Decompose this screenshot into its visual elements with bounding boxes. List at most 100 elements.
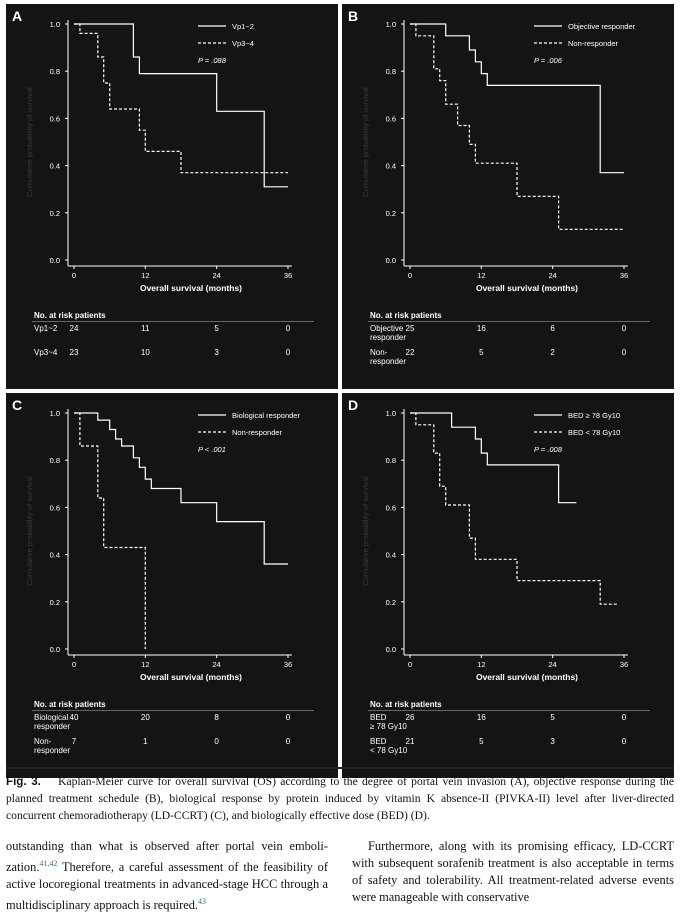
km-plot: 0.0 0.2 0.4 0.6 0.8 1.0 0 12 24 36 Overall surviva… bbox=[361, 20, 636, 293]
x-tick-label: 0 bbox=[72, 271, 76, 280]
p-value-label: P = .088 bbox=[198, 56, 227, 65]
y-tick-label: 0.8 bbox=[386, 456, 396, 465]
risk-table-header: No. at risk patients bbox=[34, 311, 106, 320]
legend-label: BED < 78 Gy10 bbox=[568, 428, 620, 437]
risk-value: 40 bbox=[69, 713, 79, 722]
y-tick-label: 0.8 bbox=[386, 67, 396, 76]
y-tick-label: 0.8 bbox=[50, 456, 60, 465]
x-axis-label: Overall survival (months) bbox=[140, 283, 242, 293]
x-tick-label: 36 bbox=[284, 271, 292, 280]
y-tick-label: 0.2 bbox=[386, 598, 396, 607]
x-tick-label: 24 bbox=[212, 271, 220, 280]
y-tick-label: 0.4 bbox=[50, 162, 60, 171]
legend-label: Objective responder bbox=[568, 22, 636, 31]
series-line-solid bbox=[410, 23, 624, 174]
p-value-label: P < .001 bbox=[198, 445, 226, 454]
panel-b: B 0.0 0.2 0.4 0.6 0.8 1.0 0 12 24 36 Overall surviv… bbox=[342, 4, 674, 389]
series-line-dashed bbox=[74, 412, 146, 649]
x-tick-label: 12 bbox=[141, 271, 149, 280]
x-tick-label: 36 bbox=[284, 660, 292, 669]
legend-label: Non-responder bbox=[232, 428, 283, 437]
reference-link[interactable]: 41,42 bbox=[39, 859, 58, 868]
legend-label: Vp3~4 bbox=[232, 39, 254, 48]
x-tick-label: 36 bbox=[620, 660, 628, 669]
body-left-text-1: outstanding than what is observed after … bbox=[6, 839, 328, 875]
panel-c: C 0.0 0.2 0.4 0.6 0.8 1.0 0 12 24 36 Overall surviv… bbox=[6, 393, 338, 778]
y-axis-label: Cumulative probability of survival bbox=[25, 476, 34, 586]
y-tick-label: 0.6 bbox=[50, 114, 60, 123]
risk-value: 11 bbox=[141, 324, 150, 333]
reference-link[interactable]: 43 bbox=[198, 897, 207, 907]
panel-label: C bbox=[12, 397, 23, 413]
series-line-solid bbox=[410, 412, 577, 504]
y-axis-label: Cumulative probability of survival bbox=[361, 87, 370, 197]
risk-value: 21 bbox=[405, 737, 415, 746]
series-line-solid bbox=[74, 412, 288, 565]
x-tick-label: 0 bbox=[72, 660, 76, 669]
x-axis-label: Overall survival (months) bbox=[140, 672, 242, 682]
risk-value: 24 bbox=[69, 324, 79, 333]
risk-value: 0 bbox=[621, 713, 627, 722]
km-plot: 0.0 0.2 0.4 0.6 0.8 1.0 0 12 24 36 Overall surviva… bbox=[25, 20, 292, 293]
body-right-text: Furthermore, along with its promising ef… bbox=[352, 839, 674, 904]
y-tick-label: 0.4 bbox=[50, 551, 60, 560]
x-axis-label: Overall survival (months) bbox=[476, 283, 578, 293]
y-tick-label: 0.2 bbox=[386, 209, 396, 218]
risk-value: 16 bbox=[476, 713, 486, 722]
series-line-solid bbox=[74, 23, 288, 188]
y-tick-label: 0.4 bbox=[386, 162, 396, 171]
legend-label: Biological responder bbox=[232, 411, 300, 420]
p-value-label: P = .006 bbox=[534, 56, 563, 65]
x-tick-label: 24 bbox=[212, 660, 220, 669]
caption-label: Fig. 3. bbox=[6, 775, 41, 788]
panel-label: D bbox=[348, 397, 359, 413]
y-tick-label: 0.0 bbox=[50, 256, 60, 265]
x-tick-label: 12 bbox=[141, 660, 149, 669]
y-tick-label: 0.2 bbox=[50, 209, 60, 218]
y-axis-label: Cumulative probability of survival bbox=[25, 87, 34, 197]
x-tick-label: 24 bbox=[548, 271, 556, 280]
figure-caption: Fig. 3. Kaplan-Meier curve for overall s… bbox=[6, 773, 674, 824]
risk-value: 3 bbox=[550, 737, 555, 746]
risk-value: 16 bbox=[476, 324, 486, 333]
y-tick-label: 0.0 bbox=[386, 256, 396, 265]
y-tick-label: 1.0 bbox=[386, 20, 396, 29]
risk-value: 5 bbox=[479, 348, 484, 357]
risk-table-rule bbox=[368, 710, 650, 711]
risk-value: 6 bbox=[550, 324, 555, 333]
risk-row-label: Biological responder bbox=[34, 713, 71, 731]
risk-value: 26 bbox=[405, 713, 415, 722]
risk-value: 5 bbox=[214, 324, 219, 333]
risk-row-label: Non-responder bbox=[34, 737, 71, 755]
risk-table-header: No. at risk patients bbox=[370, 311, 442, 320]
risk-value: 0 bbox=[285, 713, 291, 722]
caption-rule bbox=[6, 767, 674, 769]
risk-row-label: Objective responder bbox=[370, 324, 407, 342]
risk-table-rule bbox=[32, 710, 314, 711]
risk-value: 10 bbox=[140, 348, 150, 357]
risk-value: 0 bbox=[285, 324, 291, 333]
risk-table-rule bbox=[368, 321, 650, 322]
x-axis-label: Overall survival (months) bbox=[476, 672, 578, 682]
legend-label: BED ≥ 78 Gy10 bbox=[568, 411, 620, 420]
risk-row-label: Vp1~2 bbox=[34, 324, 58, 333]
risk-table-rule bbox=[32, 321, 314, 322]
y-tick-label: 0.6 bbox=[386, 114, 396, 123]
panel-a: A 0.0 0.2 0.4 0.6 0.8 1.0 0 12 24 36 Overall surviv… bbox=[6, 4, 338, 389]
risk-table-header: No. at risk patients bbox=[34, 700, 106, 709]
risk-value: 25 bbox=[405, 324, 415, 333]
risk-value: 5 bbox=[550, 713, 555, 722]
y-tick-label: 0.4 bbox=[386, 551, 396, 560]
legend-label: Non-responder bbox=[568, 39, 619, 48]
x-tick-label: 24 bbox=[548, 660, 556, 669]
risk-table-header: No. at risk patients bbox=[370, 700, 442, 709]
risk-row-label: Non-responder bbox=[370, 348, 407, 366]
x-tick-label: 36 bbox=[620, 271, 628, 280]
risk-value: 7 bbox=[71, 737, 77, 746]
body-left-column: outstanding than what is observed after … bbox=[6, 838, 328, 914]
y-axis-label: Cumulative probability of survival bbox=[361, 476, 370, 586]
x-tick-label: 12 bbox=[477, 660, 485, 669]
panel-d: D 0.0 0.2 0.4 0.6 0.8 1.0 0 12 24 36 Overall surviv… bbox=[342, 393, 674, 778]
risk-value: 0 bbox=[621, 348, 627, 357]
y-tick-label: 0.0 bbox=[50, 645, 60, 654]
